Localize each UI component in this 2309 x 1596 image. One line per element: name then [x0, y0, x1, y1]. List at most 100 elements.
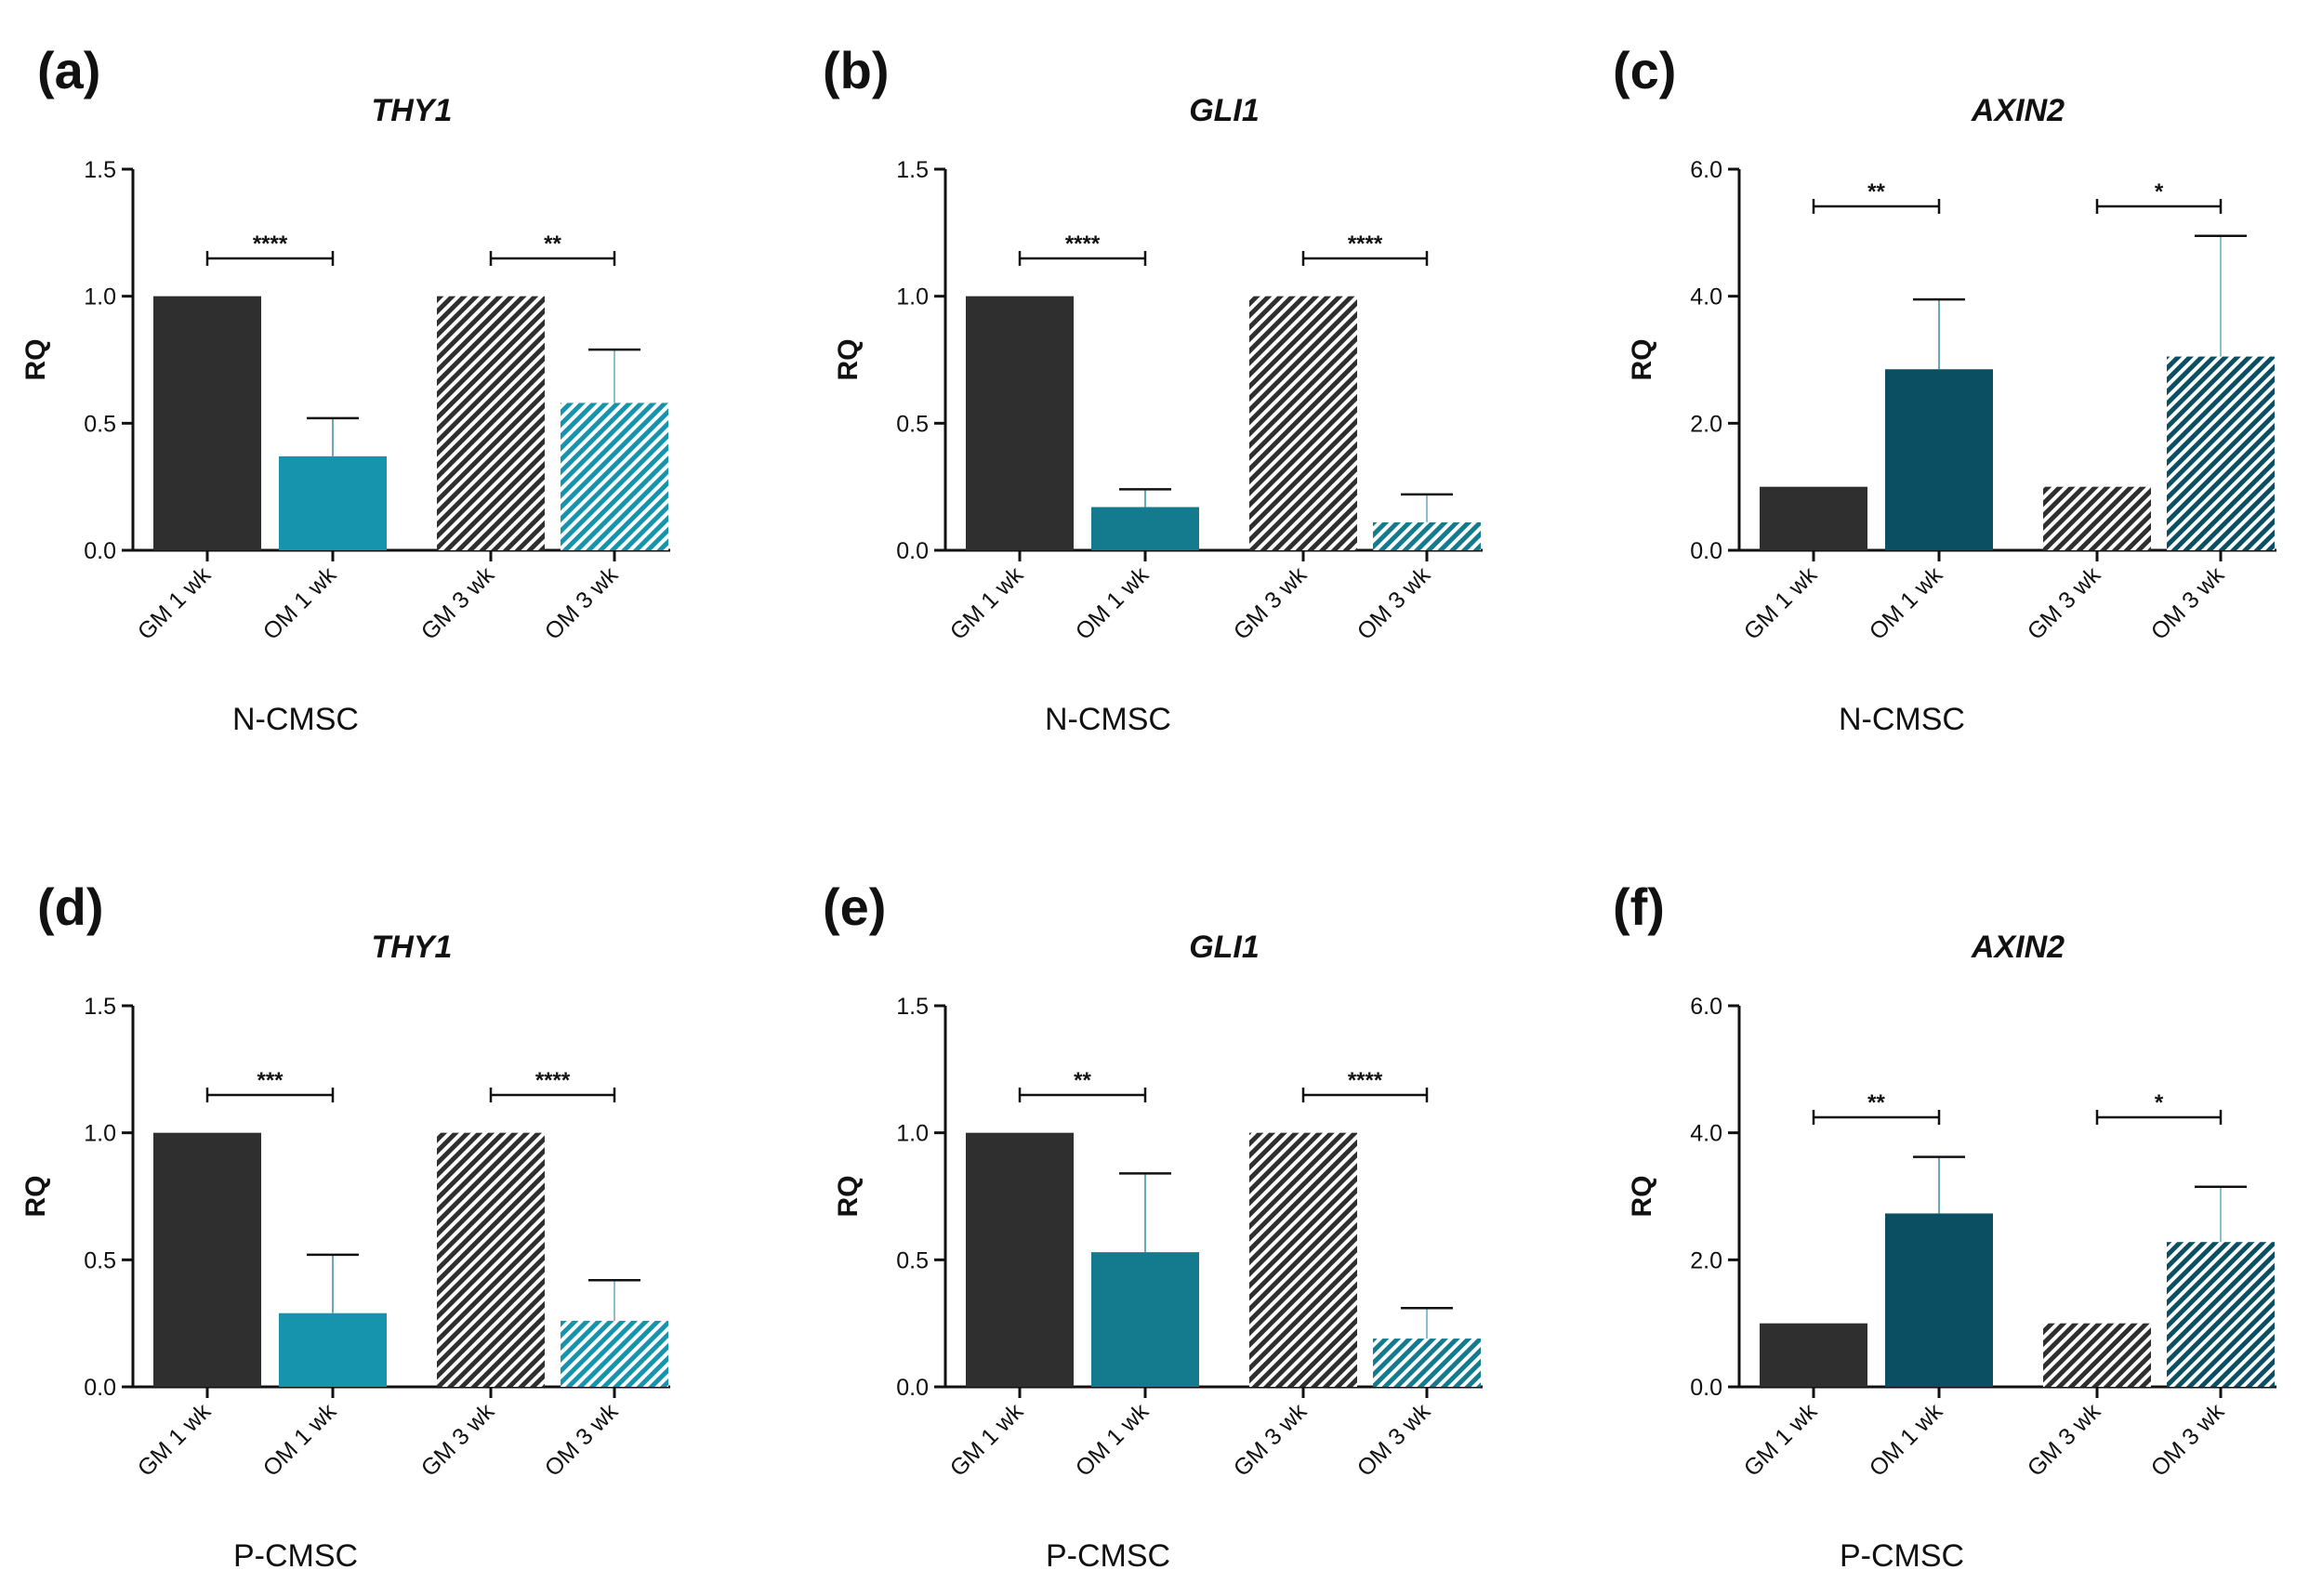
- bar-gm-1-wk: [1760, 486, 1867, 550]
- x-category-label: GM 1 wk: [133, 561, 217, 645]
- y-tick-label: 6.0: [1690, 157, 1722, 183]
- significance-label: ****: [1065, 231, 1101, 257]
- y-tick-label: 1.5: [84, 994, 116, 1020]
- panel-c: (c) AXIN2 0.0 2.0 4.0 6.0 RQ GM 1 wk OM 1 wk GM 3…: [1613, 41, 2276, 737]
- bar-gm-3-wk: [1249, 1132, 1357, 1387]
- y-tick-label: 0.0: [1690, 1375, 1722, 1401]
- significance-label: **: [1867, 179, 1885, 204]
- x-category-label: GM 1 wk: [133, 1398, 217, 1482]
- significance-label: ****: [535, 1068, 571, 1093]
- y-tick-label: 0.0: [84, 538, 116, 564]
- bar-gm-3-wk: [1249, 296, 1357, 550]
- x-category-label: GM 3 wk: [1229, 1398, 1313, 1482]
- y-tick-label: 6.0: [1690, 994, 1722, 1020]
- x-category-label: GM 3 wk: [416, 561, 500, 645]
- y-axis-title: RQ: [833, 1176, 864, 1218]
- bar-gm-1-wk: [966, 296, 1074, 550]
- bar-om-3-wk: [1373, 521, 1481, 550]
- y-axis-title: RQ: [1627, 1176, 1657, 1218]
- chart-title: GLI1: [1189, 930, 1260, 965]
- significance-label: ****: [253, 231, 288, 257]
- x-category-label: OM 3 wk: [2146, 561, 2230, 645]
- panel-f: (f) AXIN2 0.0 2.0 4.0 6.0 RQ GM 1 wk OM 1 wk GM 3…: [1613, 877, 2276, 1574]
- significance-label: ****: [1348, 1068, 1383, 1093]
- x-axis-title: P-CMSC: [233, 1538, 358, 1574]
- bar-om-3-wk: [561, 1320, 668, 1387]
- y-tick-label: 0.0: [896, 538, 929, 564]
- y-tick-label: 0.0: [896, 1375, 929, 1401]
- x-category-label: OM 1 wk: [1865, 1398, 1948, 1482]
- chart-title: THY1: [372, 93, 453, 128]
- panel-e: (e) GLI1 0.0 0.5 1.0 1.5 RQ GM 1 wk OM 1 wk GM 3 …: [823, 877, 1483, 1574]
- panel-b: (b) GLI1 0.0 0.5 1.0 1.5 RQ GM 1 wk OM 1 wk GM 3 …: [823, 41, 1483, 737]
- panel-letter: (c): [1613, 41, 1676, 99]
- chart-title: THY1: [372, 930, 453, 965]
- y-tick-label: 1.0: [84, 1121, 116, 1147]
- bar-om-1-wk: [1885, 369, 1993, 550]
- x-category-label: OM 1 wk: [258, 1398, 342, 1482]
- y-tick-label: 0.5: [896, 411, 929, 437]
- x-category-label: OM 1 wk: [1071, 561, 1154, 645]
- bar-om-1-wk: [279, 1312, 387, 1387]
- y-tick-label: 0.5: [84, 411, 116, 437]
- bar-gm-3-wk: [437, 1132, 545, 1387]
- y-tick-label: 1.5: [896, 157, 929, 183]
- chart-title: AXIN2: [1971, 93, 2065, 128]
- panel-letter: (d): [37, 877, 104, 936]
- panel-letter: (a): [37, 41, 100, 99]
- bar-om-1-wk: [1885, 1213, 1993, 1387]
- x-category-label: OM 1 wk: [1071, 1398, 1154, 1482]
- x-category-label: OM 1 wk: [1865, 561, 1948, 645]
- y-tick-label: 0.0: [1690, 538, 1722, 564]
- y-tick-label: 1.0: [84, 284, 116, 310]
- y-tick-label: 1.0: [896, 284, 929, 310]
- significance-label: **: [1074, 1068, 1091, 1093]
- y-tick-label: 4.0: [1690, 284, 1722, 310]
- x-category-label: GM 3 wk: [416, 1398, 500, 1482]
- panel-d: (d) THY1 0.0 0.5 1.0 1.5 RQ GM 1 wk OM 1 wk GM 3 …: [20, 877, 670, 1574]
- x-axis-title: N-CMSC: [1839, 702, 1965, 737]
- y-tick-label: 1.5: [84, 157, 116, 183]
- bar-gm-1-wk: [153, 296, 261, 550]
- x-category-label: GM 3 wk: [2023, 561, 2106, 645]
- bar-om-1-wk: [1091, 507, 1199, 550]
- panel-letter: (f): [1613, 877, 1665, 936]
- y-axis-title: RQ: [1627, 339, 1657, 381]
- y-axis-title: RQ: [20, 1176, 51, 1218]
- x-category-label: OM 1 wk: [258, 561, 342, 645]
- x-category-label: OM 3 wk: [1352, 561, 1436, 645]
- y-tick-label: 1.0: [896, 1121, 929, 1147]
- y-tick-label: 2.0: [1690, 1247, 1722, 1273]
- bar-gm-3-wk: [2043, 486, 2151, 550]
- bar-gm-3-wk: [2043, 1323, 2151, 1387]
- x-axis-title: N-CMSC: [232, 702, 359, 737]
- bar-om-3-wk: [1373, 1339, 1481, 1387]
- significance-label: *: [2155, 1090, 2164, 1115]
- x-axis-title: P-CMSC: [1046, 1538, 1170, 1574]
- significance-label: **: [1867, 1090, 1885, 1115]
- x-category-label: GM 1 wk: [1739, 1398, 1823, 1482]
- x-category-label: GM 1 wk: [945, 1398, 1029, 1482]
- y-tick-label: 2.0: [1690, 411, 1722, 437]
- x-category-label: GM 3 wk: [1229, 561, 1313, 645]
- x-category-label: OM 3 wk: [540, 1398, 624, 1482]
- bar-om-3-wk: [561, 402, 668, 550]
- y-tick-label: 0.5: [84, 1247, 116, 1273]
- bar-gm-1-wk: [153, 1132, 261, 1387]
- panel-a: (a) THY1 0.0 0.5 1.0 1.5 RQ GM 1 wk OM 1 wk GM 3 …: [20, 41, 670, 737]
- y-tick-label: 0.5: [896, 1247, 929, 1273]
- panels: (a) THY1 0.0 0.5 1.0 1.5 RQ GM 1 wk OM 1 wk GM 3 …: [20, 41, 2276, 1574]
- bar-gm-1-wk: [966, 1132, 1074, 1387]
- chart-title: AXIN2: [1971, 930, 2065, 965]
- significance-label: ****: [1348, 231, 1383, 257]
- significance-label: **: [544, 231, 561, 257]
- x-category-label: GM 1 wk: [945, 561, 1029, 645]
- bar-om-3-wk: [2167, 356, 2275, 550]
- panel-letter: (b): [823, 41, 890, 99]
- x-category-label: GM 1 wk: [1739, 561, 1823, 645]
- y-tick-label: 0.0: [84, 1375, 116, 1401]
- y-axis-title: RQ: [20, 339, 51, 381]
- panel-letter: (e): [823, 877, 886, 936]
- y-tick-label: 1.5: [896, 994, 929, 1020]
